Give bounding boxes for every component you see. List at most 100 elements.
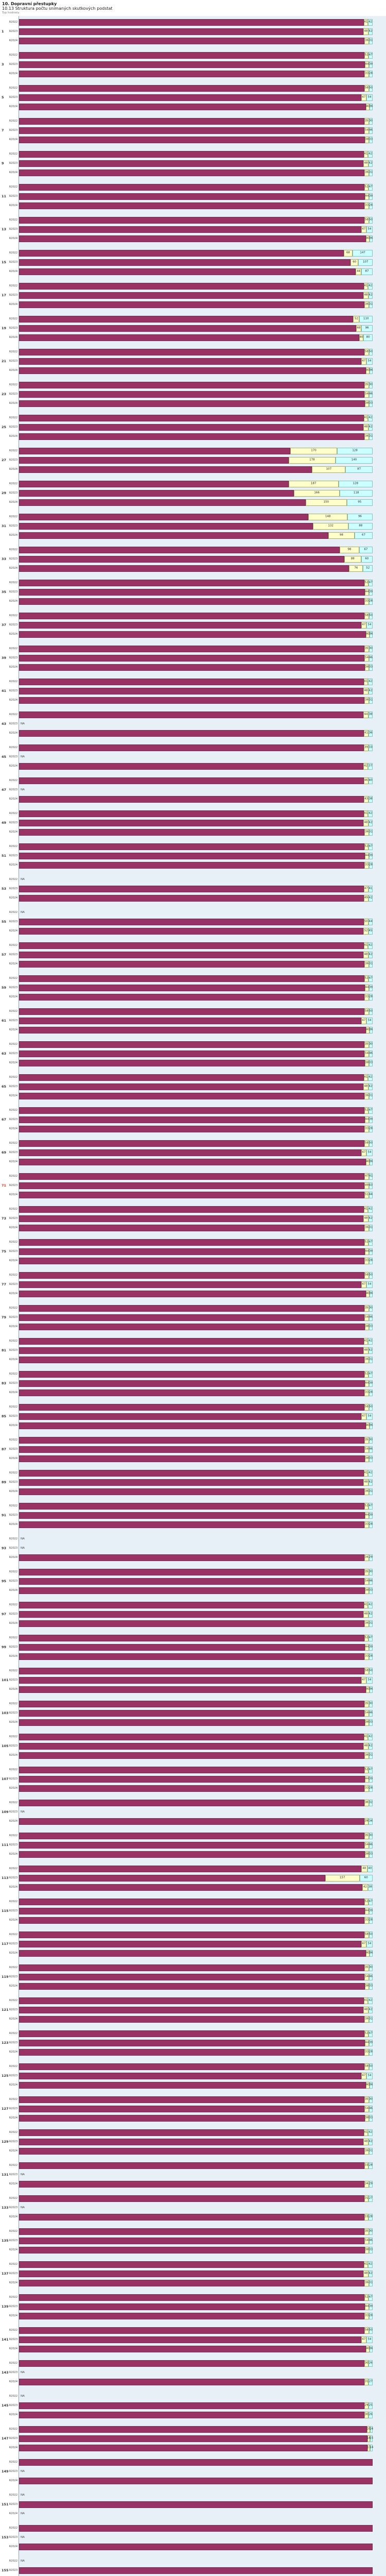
segment-law56: 39 bbox=[369, 1512, 373, 1519]
segment-law56: 42 bbox=[368, 1479, 373, 1486]
year-label: R2024 bbox=[9, 1589, 17, 1592]
segment-value-label: 47 bbox=[369, 1108, 373, 1112]
segment-law56: 34 bbox=[369, 1818, 373, 1825]
segment-law361 bbox=[19, 2336, 361, 2343]
bar-track: 58 50 bbox=[19, 1403, 373, 1411]
bar-track: 44 39 bbox=[19, 2039, 373, 2046]
year-label: R2023 bbox=[9, 557, 17, 561]
bar-row: R2022 30 26 bbox=[0, 2359, 386, 2368]
segment-law56: 36 bbox=[369, 1158, 373, 1165]
year-label: R2022 bbox=[9, 944, 17, 947]
segment-value-label: 42 bbox=[369, 29, 373, 33]
segment-law168: 178 bbox=[288, 456, 336, 464]
group-number-label: 85 bbox=[2, 1414, 7, 1418]
year-label: R2024 bbox=[9, 1490, 17, 1493]
segment-value-label: 33 bbox=[369, 1456, 373, 1460]
bar-track: 40 36 bbox=[19, 1950, 373, 1957]
segment-law168: 51 bbox=[364, 1191, 369, 1198]
segment-law56: 28 bbox=[369, 2048, 373, 2056]
bar-track: 41 42 bbox=[19, 1206, 373, 1213]
segment-law361 bbox=[19, 2345, 366, 2352]
bar-track: 41 42 bbox=[19, 150, 373, 158]
bar-row: R2024 40 36 bbox=[0, 2344, 386, 2353]
group-number-label: 75 bbox=[2, 1249, 7, 1253]
bar-row: R2022 NA bbox=[0, 908, 386, 917]
segment-value-label: 30 bbox=[369, 1042, 373, 1046]
group-number-label: 73 bbox=[2, 1216, 7, 1221]
bar-group: 25 R2022 41 42 R2023 48 42 R2024 36 31 bbox=[0, 413, 386, 441]
year-label: R2023 bbox=[9, 1744, 17, 1748]
segment-value-label: 42 bbox=[369, 1339, 373, 1343]
bar-row: R2022 NA bbox=[0, 2556, 386, 2566]
bar-row: R2023 44 39 bbox=[0, 60, 386, 69]
segment-law361 bbox=[19, 1620, 365, 1627]
bar-track: 51 44 bbox=[19, 1191, 373, 1198]
na-label: NA bbox=[21, 1547, 25, 1550]
segment-value-label: 38 bbox=[369, 713, 373, 716]
segment-value-label: 34 bbox=[364, 1555, 369, 1559]
segment-law168: 36 bbox=[364, 1752, 369, 1759]
segment-law168: 33 bbox=[364, 2048, 369, 2056]
bar-track bbox=[19, 2524, 373, 2532]
year-label: R2023 bbox=[9, 30, 17, 33]
segment-law168: 41 bbox=[363, 1469, 369, 1477]
segment-value-label: 44 bbox=[365, 1909, 369, 1912]
bar-row: R2023 NA bbox=[0, 719, 386, 728]
segment-law361 bbox=[19, 2501, 373, 2508]
segment-law361 bbox=[19, 1191, 365, 1198]
segment-value-label: 41 bbox=[369, 887, 373, 890]
segment-value-label: 47 bbox=[362, 1942, 366, 1945]
bar-row: R2024 33 28 bbox=[0, 2212, 386, 2222]
segment-law56: 42 bbox=[368, 1347, 373, 1354]
segment-law168: 41 bbox=[363, 730, 369, 737]
bar-row: R2022 52 47 bbox=[0, 1633, 386, 1642]
segment-law56: 42 bbox=[368, 150, 373, 158]
segment-value-label: 20 bbox=[366, 2427, 371, 2431]
bar-row: R2024 38 33 bbox=[0, 1322, 386, 1331]
bar-track: 54 46 bbox=[19, 1709, 373, 1717]
segment-law361 bbox=[19, 367, 366, 374]
bar-row: R2022 52 47 bbox=[0, 1369, 386, 1379]
group-number-label: 89 bbox=[2, 1480, 7, 1484]
segment-value-label: 42 bbox=[369, 1207, 373, 1211]
segment-value-label: 39 bbox=[369, 590, 373, 594]
segment-value-label: 54 bbox=[365, 1975, 369, 1978]
bar-track: 35 30 bbox=[19, 117, 373, 125]
group-number-label: 37 bbox=[2, 623, 7, 627]
segment-law56: 14 bbox=[370, 2444, 373, 2451]
bar-group: 19 R2022 52 110 R2023 48 96 R2024 40 80 bbox=[0, 314, 386, 342]
year-label: R2022 bbox=[9, 977, 17, 980]
segment-law56: 42 bbox=[368, 819, 373, 826]
bar-track: 35 30 bbox=[19, 1964, 373, 1971]
segment-value-label: 54 bbox=[367, 1282, 372, 1286]
segment-value-label: 35 bbox=[364, 1042, 369, 1046]
bar-track: 58 50 bbox=[19, 2327, 373, 2334]
bar-track: 47 54 bbox=[19, 94, 373, 101]
year-label: R2022 bbox=[9, 54, 17, 57]
na-label: NA bbox=[21, 2560, 25, 2563]
segment-law168: 148 bbox=[308, 513, 347, 520]
group-number-label: 41 bbox=[2, 689, 7, 693]
group-rows: R2022 52 47 R2023 44 39 R2024 33 28 bbox=[0, 2029, 386, 2057]
segment-law56: 96 bbox=[361, 325, 373, 332]
year-label: R2024 bbox=[9, 1655, 17, 1658]
bar-row: R2023 48 42 bbox=[0, 2269, 386, 2278]
segment-law168: 150 bbox=[306, 499, 347, 506]
year-label: R2022 bbox=[9, 284, 17, 287]
segment-value-label: 35 bbox=[364, 647, 369, 650]
year-label: R2022 bbox=[9, 1603, 17, 1606]
bar-track: NA bbox=[19, 2369, 373, 2376]
segment-law361 bbox=[19, 1446, 365, 1453]
bar-track: 41 42 bbox=[19, 1337, 373, 1345]
segment-law361 bbox=[19, 235, 366, 242]
bar-row: R2024 38 33 bbox=[0, 2113, 386, 2123]
segment-value-label: 38 bbox=[365, 2248, 369, 2251]
segment-value-label: 36 bbox=[365, 1621, 369, 1625]
segment-value-label: 40 bbox=[365, 236, 370, 240]
segment-law56: 44 bbox=[369, 1191, 373, 1198]
bar-track: 43 38 bbox=[19, 795, 373, 803]
bar-row: R2022 98 67 bbox=[0, 545, 386, 554]
segment-value-label: 33 bbox=[365, 1654, 369, 1658]
group-number-label: 103 bbox=[2, 1711, 9, 1715]
bar-group: 47 R2022 46 40 R2023 NA R2024 43 38 bbox=[0, 776, 386, 804]
